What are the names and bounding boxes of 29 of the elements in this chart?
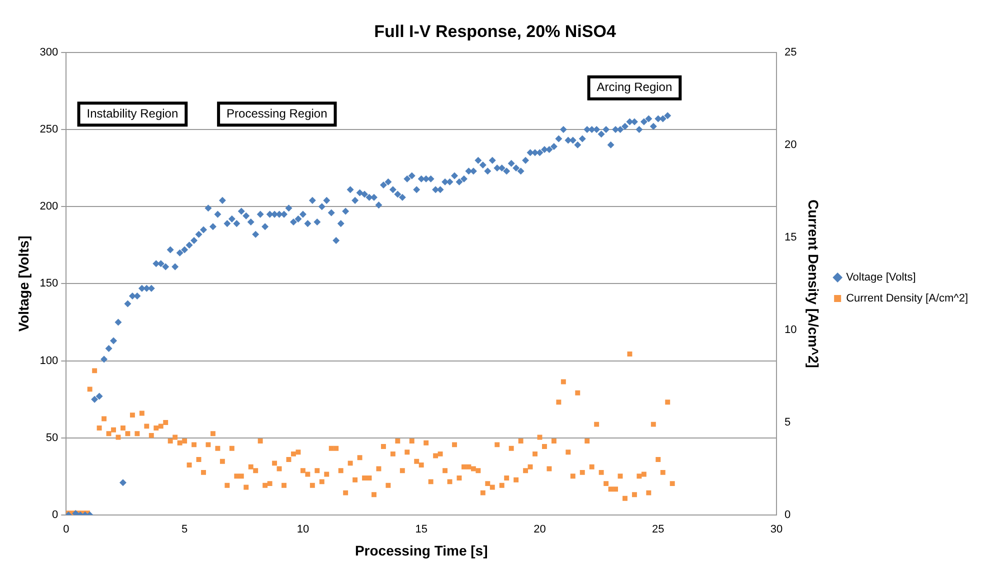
x-tick-label: 0 — [63, 524, 70, 536]
y-tick-label: 100 — [40, 354, 58, 367]
y-tick-label: 300 — [40, 46, 58, 58]
y-tick-label: 150 — [40, 278, 58, 290]
y2-tick-label: 25 — [784, 46, 797, 58]
y-tick-label: 250 — [40, 124, 58, 136]
x-tick-label: 25 — [652, 524, 664, 536]
y2-tick-label: 15 — [784, 231, 797, 244]
y-tick-label: 0 — [52, 509, 58, 522]
x-tick-label: 20 — [534, 524, 546, 536]
y2-tick-label: 0 — [784, 509, 791, 522]
y-tick-label: 200 — [40, 200, 58, 213]
x-axis-title: Processing Time [s] — [354, 542, 488, 558]
legend-label: Current Density [A/cm^2] — [846, 292, 968, 305]
y-tick-label: 50 — [46, 432, 58, 444]
chart-title: Full I-V Response, 20% NiSO4 — [374, 22, 616, 41]
y-axis-title: Voltage [Volts] — [15, 236, 32, 332]
y2-tick-label: 20 — [784, 138, 797, 151]
annotation: Processing Region — [226, 106, 328, 120]
x-tick-label: 30 — [770, 524, 783, 536]
annotation: Instability Region — [86, 106, 178, 120]
x-tick-label: 5 — [181, 524, 188, 536]
y2-tick-label: 5 — [784, 416, 791, 429]
y2-tick-label: 10 — [784, 324, 797, 336]
legend-label: Voltage [Volts] — [846, 272, 916, 284]
x-tick-label: 10 — [296, 524, 310, 536]
y2-axis-title: Current Density [A/cm^2] — [805, 199, 822, 368]
annotation: Arcing Region — [596, 80, 672, 94]
x-tick-label: 15 — [415, 524, 428, 536]
